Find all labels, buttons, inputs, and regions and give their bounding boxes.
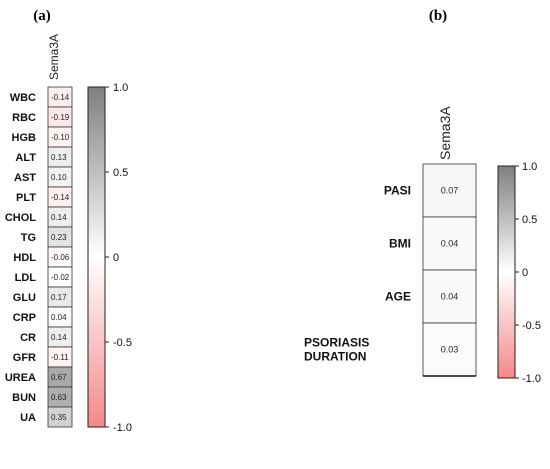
heatmap-cell-ua [47,406,73,428]
row-label-ldl: LDL [15,272,37,284]
colorbar-tick-label-b: 0.5 [522,214,537,226]
row-label-bmi: BMI [389,237,411,251]
row-label-tg: TG [21,232,36,244]
row-label-gfr: GFR [13,352,36,364]
colorbar-b [497,165,516,379]
cell-value-bun: 0.63 [51,393,67,402]
column-header-sema3a-a: Sema3A [47,34,61,80]
panel-label-a: (a) [33,8,51,24]
cell-value-gfr: -0.11 [51,353,69,362]
cell-value-wbc: -0.14 [51,93,70,102]
colorbar-tick-label-a: -1.0 [113,422,132,434]
row-label-alt: ALT [15,152,36,164]
row-label-age: AGE [385,290,411,304]
colorbar-tick-label-b: -0.5 [522,320,541,332]
cell-value-pasi: 0.07 [441,186,459,196]
row-label-ua: UA [20,412,36,424]
heatmap-panel-a: Sema3A WBC RBC HGB ALT AST PLT CHOL TG HDL LDL GLU… [5,34,132,434]
cell-value-glu: 0.17 [51,293,67,302]
cell-value-urea: 0.67 [51,373,67,382]
cell-value-hdl: -0.06 [51,253,70,262]
row-label-rbc: RBC [12,112,36,124]
row-label-ast: AST [14,172,36,184]
cell-value-ldl: -0.02 [51,273,70,282]
colorbar-tick-label-b: -1.0 [522,373,541,385]
row-label-glu: GLU [13,292,36,304]
cell-value-psoriasis-duration: 0.03 [441,345,459,355]
row-label-hgb: HGB [12,132,37,144]
row-label-hdl: HDL [13,252,36,264]
cell-value-chol: 0.14 [51,213,67,222]
column-header-sema3a-b: Sema3A [437,106,453,160]
colorbar-tick-label-a: 0.5 [113,167,128,179]
row-label-bun: BUN [12,392,36,404]
cell-value-rbc: -0.19 [51,113,70,122]
heatmap-panel-b: Sema3A PASI BMI AGE PSORIASIS DURATION 0.07 0… [304,106,541,385]
colorbar-tick-label-a: 1.0 [113,82,128,94]
heatmap-cell-bmi [422,216,477,271]
cell-value-bmi: 0.04 [441,239,459,249]
panel-label-b: (b) [429,8,447,24]
colorbar-tick-label-a: 0 [113,252,119,264]
row-label-psoriasis-duration: PSORIASIS DURATION [304,336,369,364]
colorbar-a [87,86,106,428]
row-label-plt: PLT [16,192,36,204]
row-label-urea: UREA [5,372,36,384]
row-label-cr: CR [20,332,36,344]
cell-value-tg: 0.23 [51,233,67,242]
cell-value-crp: 0.04 [51,313,67,322]
row-label-pasi: PASI [384,184,411,198]
heatmap-cell-psoriasis-duration [422,322,477,377]
cell-value-age: 0.04 [441,292,459,302]
colorbar-tick-label-b: 0 [522,267,528,279]
cell-value-ast: 0.10 [51,173,67,182]
cell-value-ua: 0.35 [51,413,67,422]
cell-value-hgb: -0.10 [51,133,70,142]
cell-value-plt: -0.14 [51,193,70,202]
row-label-crp: CRP [13,312,36,324]
row-label-wbc: WBC [10,92,36,104]
cell-value-cr: 0.14 [51,333,67,342]
colorbar-tick-label-a: -0.5 [113,337,132,349]
row-label-chol: CHOL [5,212,36,224]
heatmap-cell-age [422,269,477,324]
colorbar-tick-label-b: 1.0 [522,161,537,173]
cell-value-alt: 0.13 [51,153,67,162]
